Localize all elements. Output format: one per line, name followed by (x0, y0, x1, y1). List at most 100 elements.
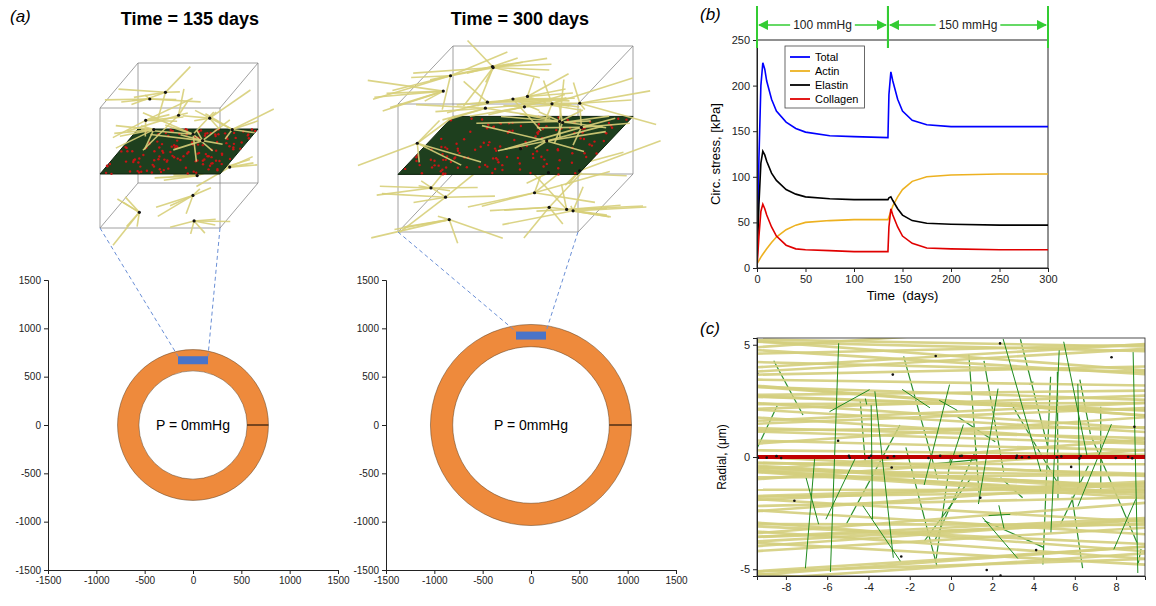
zoom-line (398, 232, 516, 332)
membrane-dot (215, 159, 217, 161)
membrane-dot (171, 145, 173, 147)
membrane-dot (517, 157, 519, 159)
tick-label: 2 (990, 581, 996, 593)
fiber-node (191, 194, 194, 197)
tick-mark (531, 570, 532, 574)
tick-mark (44, 570, 48, 571)
fiber (757, 501, 1145, 534)
membrane-dot (251, 128, 253, 130)
x-axis-line (387, 571, 677, 575)
fiber-node (886, 456, 889, 459)
fiber-node (1079, 455, 1082, 458)
membrane-dot (437, 164, 439, 166)
plot-area (430, 324, 631, 525)
fiber (463, 68, 493, 107)
fiber-node (961, 455, 964, 458)
fiber (560, 110, 583, 122)
membrane-dot (138, 171, 140, 173)
tick-label: 500 (571, 575, 588, 586)
membrane-dot (187, 172, 189, 174)
fiber-node (152, 128, 155, 131)
tick: 0 (191, 570, 197, 586)
y-axis: -505 (740, 339, 757, 577)
tick-label: 4 (1031, 581, 1037, 593)
tick-mark (483, 570, 484, 574)
fiber (757, 521, 1145, 553)
fiber (442, 108, 485, 120)
fiber (999, 505, 1004, 528)
membrane-dot (571, 162, 573, 164)
tick-label: 200 (732, 80, 750, 92)
ring-panel: Time = 300 daysP = 0mmHg-1500-1000-50005… (353, 9, 688, 586)
tick-label: 1500 (357, 275, 380, 286)
tick: 500 (233, 570, 250, 586)
tick: 0 (373, 420, 386, 431)
tick-mark (868, 576, 869, 580)
fiber-node (444, 196, 447, 199)
membrane-dot (202, 144, 204, 146)
tick: 100 (845, 268, 863, 285)
fiber (170, 221, 194, 227)
tick: 1000 (357, 323, 386, 334)
ring-annotation: P = 0mmHg (494, 417, 568, 433)
membrane-dot (224, 132, 226, 134)
fiber (485, 108, 550, 118)
tick-mark (382, 377, 386, 378)
membrane-dot (110, 173, 112, 175)
membrane-dot (478, 166, 480, 168)
tick-label: 0 (744, 451, 750, 463)
fiber (939, 400, 957, 410)
membrane-dot (463, 138, 465, 140)
membrane-dot (204, 135, 206, 137)
fiber (1133, 352, 1138, 573)
fiber (505, 127, 582, 149)
fiber-node (429, 186, 432, 189)
membrane-dot (137, 161, 139, 163)
fiber-node (547, 171, 550, 174)
fiber (757, 545, 1145, 576)
x-axis-line (758, 577, 1146, 581)
fiber (158, 195, 193, 216)
fiber (757, 440, 1145, 451)
fiber (757, 366, 1145, 375)
membrane-dot (105, 172, 107, 174)
tick-mark (44, 473, 48, 474)
fiber (225, 130, 232, 139)
membrane-dot (176, 139, 178, 141)
fiber-node (890, 466, 893, 469)
fiber-node (1015, 457, 1018, 460)
fiber (502, 211, 573, 225)
tick: -500 (359, 468, 386, 479)
tick: -5 (740, 563, 757, 575)
membrane-dot (444, 173, 446, 175)
membrane-dot (247, 134, 249, 136)
membrane-dot (538, 123, 540, 125)
membrane-dot (185, 167, 187, 169)
fiber (527, 77, 533, 96)
fiber (449, 220, 503, 239)
tick-label: 1000 (357, 323, 380, 334)
fiber (478, 68, 493, 107)
fiber (193, 112, 214, 134)
fiber (183, 116, 210, 118)
membrane-dot (200, 129, 202, 131)
tick: -4 (864, 576, 874, 593)
fiber-node (492, 66, 495, 69)
fiber (150, 98, 177, 100)
fiber (232, 109, 274, 129)
tick-mark (910, 576, 911, 580)
fiber (527, 93, 572, 96)
membrane-dot (254, 130, 256, 132)
membrane-dot (215, 149, 217, 151)
fiber (417, 143, 419, 162)
plot-area (118, 350, 269, 501)
tick-label: 1500 (327, 575, 350, 586)
tick-label: 0 (754, 273, 760, 285)
tick: 50 (800, 268, 812, 285)
fiber (863, 506, 900, 561)
fiber (476, 121, 559, 123)
tick-mark (44, 522, 48, 523)
fiber (1114, 499, 1136, 549)
fiber-node (1035, 549, 1038, 552)
image-panel: (c)-8-6-4-202468-505Radial, (μm) (700, 319, 1156, 606)
